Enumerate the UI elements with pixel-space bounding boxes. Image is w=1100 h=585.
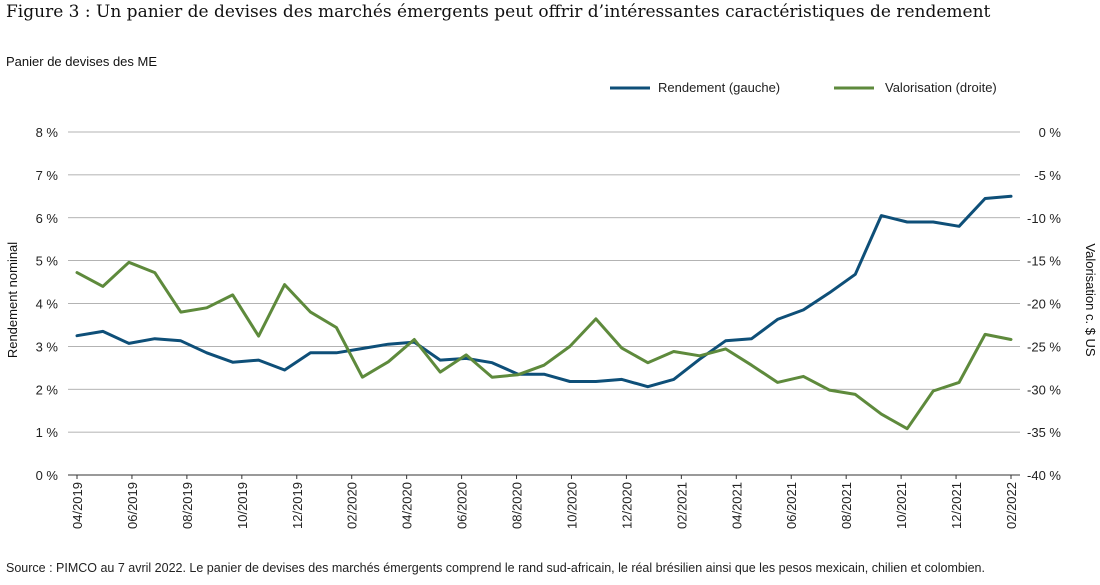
x-tick-label: 10/2021 [894, 482, 909, 529]
gridlines [68, 131, 1020, 476]
right-axis-title: Valorisation c. $ US [1083, 243, 1098, 357]
x-tick-label: 02/2022 [1004, 482, 1019, 529]
x-tick-label: 04/2020 [400, 482, 415, 529]
series-lines [75, 194, 1013, 431]
x-tick-label: 02/2020 [345, 482, 360, 529]
left-tick-label: 8 % [36, 125, 59, 140]
right-tick-label: -20 % [1027, 297, 1061, 312]
right-tick-label: -10 % [1027, 211, 1061, 226]
x-tick-label: 08/2019 [180, 482, 195, 529]
left-axis-ticks: 0 % 1 % 2 % 3 % 4 % 5 % 6 % 7 % 8 % [36, 125, 59, 483]
x-tick-label: 06/2021 [784, 482, 799, 529]
series-line-rendement [75, 194, 1013, 389]
figure-title: Figure 3 : Un panier de devises des marc… [6, 2, 991, 22]
right-tick-label: -25 % [1027, 339, 1061, 354]
legend-label-rendement: Rendement (gauche) [658, 80, 780, 95]
right-axis-ticks: -40 % -35 % -30 % -25 % -20 % -15 % -10 % -5 % 0… [1027, 125, 1061, 483]
x-tick-label: 04/2019 [70, 482, 85, 529]
left-tick-label: 7 % [36, 168, 59, 183]
x-tick-label: 12/2020 [619, 482, 634, 529]
right-tick-label: -30 % [1027, 382, 1061, 397]
left-axis-title: Rendement nominal [5, 242, 20, 358]
source-note: Source : PIMCO au 7 avril 2022. Le panie… [6, 561, 985, 575]
left-tick-label: 0 % [36, 468, 59, 483]
x-tick-label: 02/2021 [674, 482, 689, 529]
left-tick-label: 4 % [36, 297, 59, 312]
x-tick-label: 12/2019 [290, 482, 305, 529]
left-tick-label: 1 % [36, 425, 59, 440]
right-tick-label: -5 % [1034, 168, 1061, 183]
x-tick-label: 04/2021 [729, 482, 744, 529]
left-tick-label: 3 % [36, 339, 59, 354]
x-tick-label: 06/2019 [125, 482, 140, 529]
x-tick-label: 12/2021 [949, 482, 964, 529]
right-tick-label: -35 % [1027, 425, 1061, 440]
legend: Rendement (gauche) Valorisation (droite) [610, 80, 997, 95]
panel-label: Panier de devises des ME [6, 54, 158, 69]
right-tick-label: -15 % [1027, 254, 1061, 269]
x-tick-label: 10/2020 [564, 482, 579, 529]
x-tick-label: 08/2020 [510, 482, 525, 529]
legend-label-valorisation: Valorisation (droite) [885, 80, 997, 95]
x-tick-label: 10/2019 [235, 482, 250, 529]
x-axis-ticks: 04/2019 06/2019 08/2019 10/2019 12/2019 02/20… [68, 474, 1020, 529]
left-tick-label: 2 % [36, 382, 59, 397]
series-line-valorisation [75, 260, 1013, 431]
left-tick-label: 5 % [36, 254, 59, 269]
x-tick-label: 06/2020 [455, 482, 470, 529]
right-tick-label: -40 % [1027, 468, 1061, 483]
left-tick-label: 6 % [36, 211, 59, 226]
x-tick-label: 08/2021 [839, 482, 854, 529]
right-tick-label: 0 % [1039, 125, 1062, 140]
